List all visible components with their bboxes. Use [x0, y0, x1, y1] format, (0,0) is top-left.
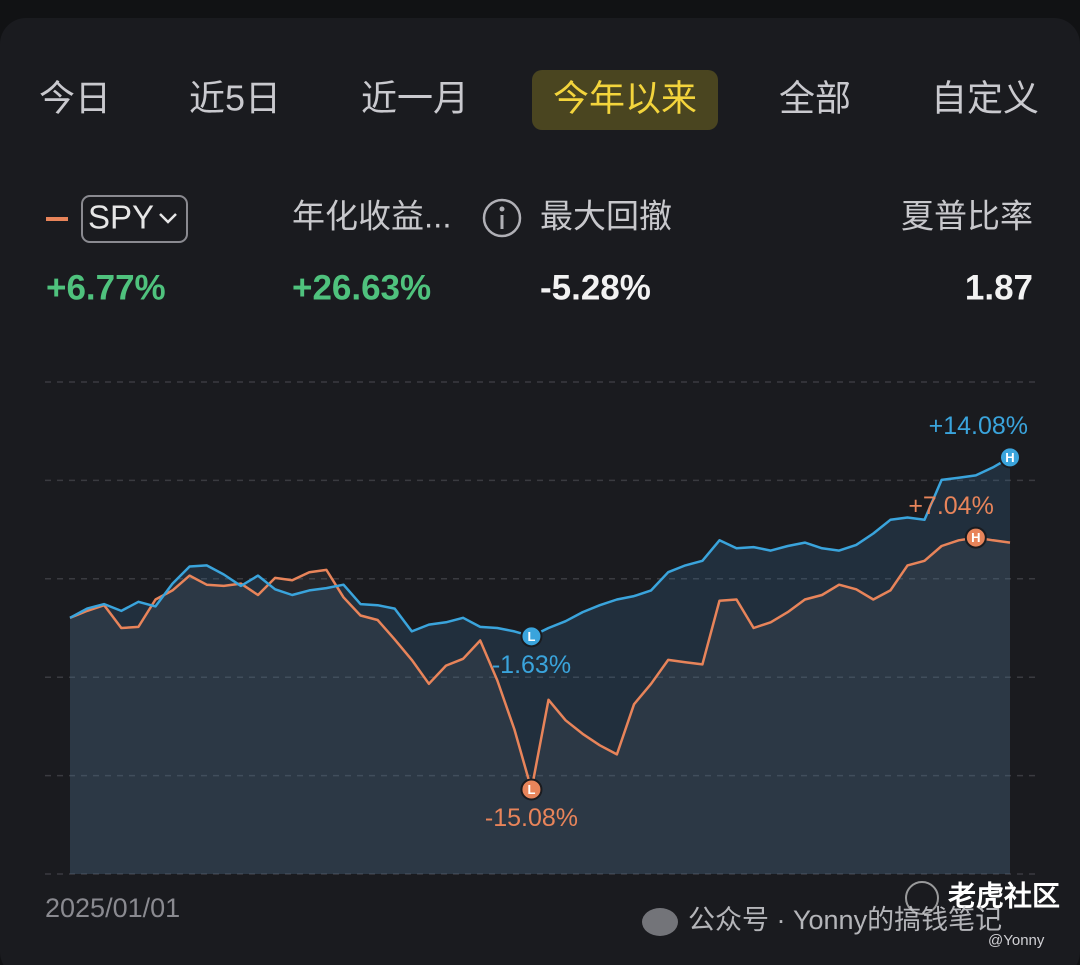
extreme-marker — [999, 446, 1021, 469]
x-start-label: 2025/01/01 — [45, 893, 180, 923]
dropdown-arrow — [159, 213, 177, 224]
info-icon[interactable] — [482, 198, 522, 238]
legend-box[interactable] — [81, 195, 188, 243]
info-circle[interactable] — [482, 198, 522, 238]
tab-highlight — [532, 70, 718, 130]
watermark-account: 公众号 · Yonny的搞钱笔记 — [688, 905, 1002, 935]
card — [0, 18, 1080, 965]
tab[interactable]: 今日 — [39, 78, 111, 119]
watermark: 老虎社区 公众号 · Yonny的搞钱笔记 @Yonny — [642, 880, 1060, 949]
series-area — [70, 537, 1010, 874]
extreme-label: -1.63% — [492, 651, 571, 679]
series-line — [69, 536, 1011, 791]
stat-label: 最大回撤 — [540, 198, 672, 235]
marker-letter: H — [1005, 450, 1014, 465]
spy-return: +6.77% — [46, 268, 166, 307]
legend: SPY +6.77% — [46, 195, 188, 307]
tab[interactable]: 近一月 — [361, 78, 469, 119]
tab[interactable]: 全部 — [779, 78, 851, 119]
stat-label: 夏普比率 — [901, 198, 1033, 235]
marker-letter: L — [527, 782, 535, 797]
extreme-label: +14.08% — [929, 412, 1028, 440]
extreme-marker — [520, 625, 543, 648]
watermark-handle: @Yonny — [988, 932, 1045, 949]
series-area — [70, 457, 1010, 874]
extreme-label: +7.04% — [908, 492, 994, 520]
tab[interactable]: 今年以来 — [553, 78, 697, 119]
marker-letter: H — [971, 530, 980, 545]
watermark-logo — [905, 881, 939, 915]
extreme-marker — [520, 778, 543, 801]
tab[interactable]: 近5日 — [189, 78, 281, 119]
stat-value: 1.87 — [965, 268, 1033, 307]
legend-label[interactable]: SPY — [88, 199, 154, 236]
tab[interactable]: 自定义 — [931, 78, 1039, 119]
wechat-icon — [642, 908, 678, 936]
stat-value: +26.63% — [292, 268, 431, 307]
info-dot — [499, 206, 505, 212]
extreme-label: -15.08% — [485, 804, 578, 832]
stat-value: -5.28% — [540, 268, 651, 307]
marker-letter: L — [527, 629, 535, 644]
stats: 年化收益... +26.63% 最大回撤 -5.28% 夏普比率 1.87 — [292, 198, 1033, 308]
extreme-marker — [964, 526, 987, 549]
plot: H +14.08% L -1.63% H +7.04% L -15.08% — [45, 381, 1035, 875]
watermark-platform: 老虎社区 — [948, 880, 1060, 911]
tab-bar: 今日 近5日 近一月 今年以来 全部 自定义 — [39, 70, 1039, 130]
stat-label: 年化收益... — [292, 198, 452, 235]
